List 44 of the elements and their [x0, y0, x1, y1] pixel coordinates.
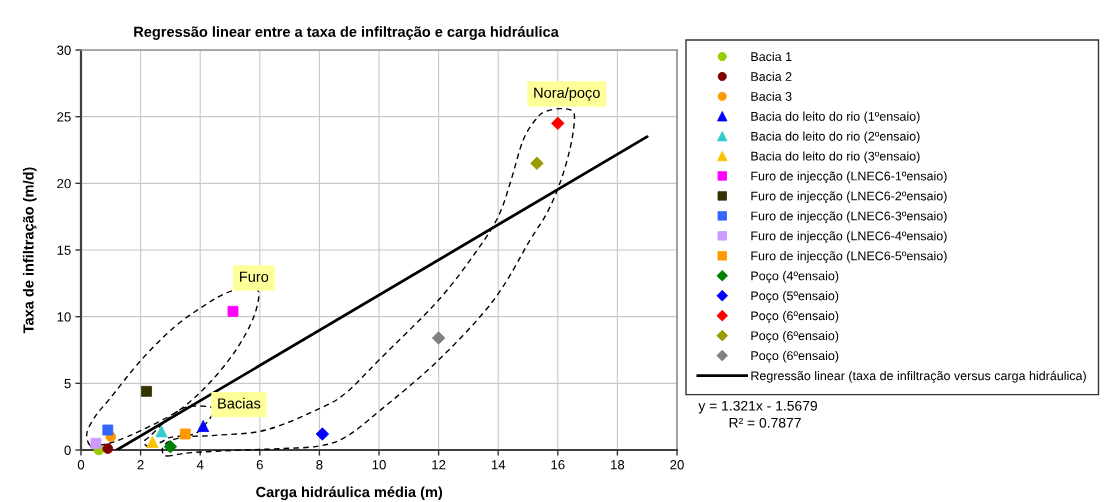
text: R² = 0.7877 [729, 417, 801, 428]
y-axis-title: Taxa de infiltração (m/d) [22, 167, 37, 334]
text: y = 1.321x - 1.5679 [698, 400, 817, 414]
legend-label: Furo de injecção (LNEC6-5ºensaio) [751, 251, 947, 263]
legend-label: Poço (5ºensaio) [751, 291, 839, 303]
annotation: Furo [240, 271, 269, 282]
y-tick-label: 20 [57, 178, 71, 189]
legend-label: Bacia do leito do rio (3ºensaio) [751, 151, 920, 164]
annotation: Bacias [218, 397, 261, 409]
y-tick-label: 0 [64, 445, 71, 455]
y-tick-label: 5 [64, 379, 71, 389]
x-tick-label: 0 [77, 460, 85, 470]
x-axis-title: Carga hidráulica média (m) [256, 486, 443, 501]
x-tick-label: 6 [256, 460, 263, 470]
legend-label: Poço (4ºensaio) [751, 271, 839, 283]
annotation: Nora/poço [534, 87, 600, 101]
x-tick-label: 8 [316, 460, 323, 470]
x-tick-label: 4 [196, 460, 204, 470]
legend-label: Bacia do leito do rio (2ºensaio) [751, 131, 920, 144]
legend-label: Furo de injecção (LNEC6-4ºensaio) [751, 231, 947, 243]
legend-label: Regressão linear (taxa de infiltração versus carga hidráulica) [751, 370, 1086, 383]
x-tick-label: 2 [137, 460, 144, 470]
chart-title: Regressão linear entre a taxa de infiltração e carga hidráulica [134, 26, 559, 40]
y-tick-label: 15 [57, 245, 71, 255]
point [163, 439, 178, 454]
legend-label: Poço (6ºensaio) [751, 350, 839, 363]
legend-label: Bacia 3 [751, 91, 792, 101]
legend-label: Furo de injecção (LNEC6-1ºensaio) [751, 171, 947, 183]
legend-label: Poço (6ºensaio) [751, 330, 839, 343]
x-tick-label: 20 [670, 460, 684, 470]
x-tick-label: 16 [551, 460, 565, 470]
x-tick-label: 18 [611, 460, 625, 470]
legend-label: Bacia do leito do rio (1ºensaio) [751, 111, 920, 124]
legend-label: Furo de injecção (LNEC6-3ºensaio) [751, 211, 947, 223]
x-tick-label: 14 [491, 460, 506, 470]
legend-label: Bacia 2 [751, 71, 792, 81]
x-tick-label: 12 [432, 460, 446, 470]
legend-label: Poço (6ºensaio) [751, 310, 839, 323]
legend-label: Bacia 1 [751, 51, 792, 62]
y-tick-label: 10 [57, 312, 71, 322]
legend-label: Furo de injecção (LNEC6-2ºensaio) [751, 191, 947, 203]
y-tick-label: 30 [57, 45, 71, 55]
x-tick-label: 10 [372, 460, 386, 470]
y-tick-label: 25 [57, 112, 71, 122]
